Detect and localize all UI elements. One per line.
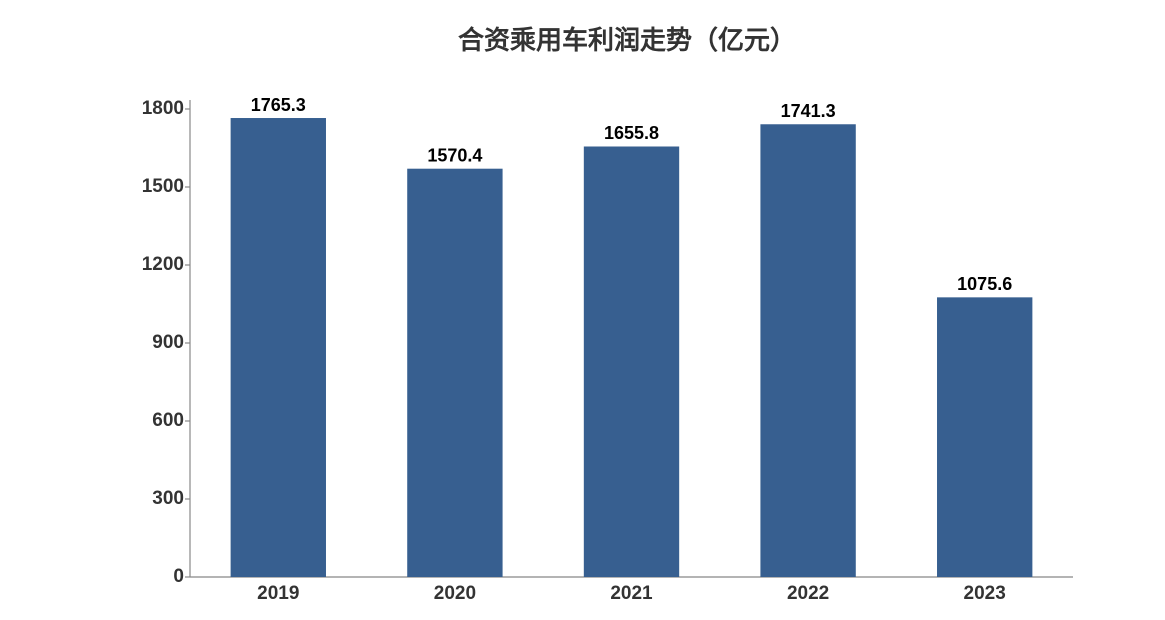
x-tick-label: 2019 (257, 583, 299, 604)
y-tick-label: 600 (152, 410, 184, 431)
value-label: 1741.3 (781, 101, 836, 121)
value-label: 1075.6 (957, 274, 1012, 294)
y-tick-label: 1800 (142, 98, 184, 119)
bar (760, 124, 856, 578)
bar (230, 118, 326, 577)
y-tick-label: 0 (173, 566, 184, 587)
x-tick-label: 2020 (434, 583, 476, 604)
y-tick-label: 1500 (142, 176, 184, 197)
bar (583, 146, 680, 577)
value-label: 1765.3 (251, 95, 306, 115)
x-tick-label: 2023 (964, 583, 1006, 604)
x-tick-label: 2022 (787, 583, 829, 604)
bar (937, 297, 1033, 577)
y-tick-label: 900 (152, 332, 184, 353)
value-label: 1655.8 (604, 123, 659, 143)
bar (407, 168, 503, 578)
value-label: 1570.4 (427, 145, 482, 165)
y-tick-label: 300 (152, 488, 184, 509)
x-tick-label: 2021 (610, 583, 653, 604)
chart-title: 合资乘用车利润走势（亿元） (458, 25, 796, 55)
y-tick-label: 1200 (142, 254, 184, 275)
